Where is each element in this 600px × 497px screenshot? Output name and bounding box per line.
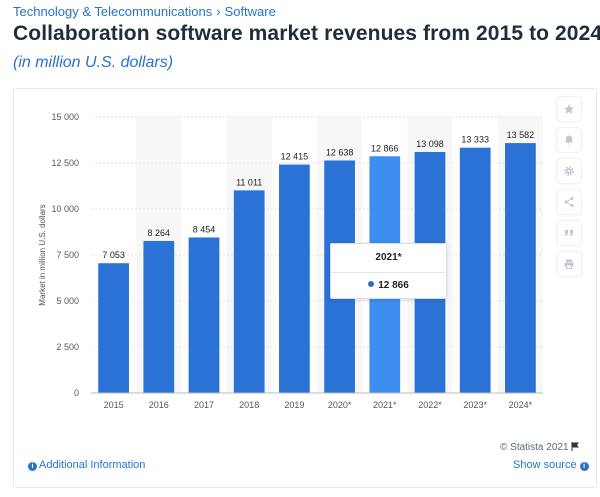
y-tick-label: 0 (74, 388, 79, 398)
data-label: 13 098 (416, 139, 444, 149)
y-tick-label: 5 000 (56, 296, 79, 306)
bar (188, 237, 220, 393)
data-label: 7 053 (102, 250, 125, 260)
y-tick-label: 10 000 (51, 204, 79, 214)
y-tick-label: 12 500 (51, 158, 79, 168)
x-tick-label: 2016 (149, 400, 169, 410)
data-label: 8 454 (193, 224, 216, 234)
bar-chart: 0 2 500 5 000 7 500 10 000 12 500 15 000 Market… (38, 112, 543, 410)
y-tick-label: 15 000 (51, 112, 79, 122)
notification-button[interactable] (557, 128, 581, 152)
y-tick-label: 2 500 (56, 342, 79, 352)
bar (505, 143, 536, 393)
flag-icon[interactable] (571, 442, 580, 451)
data-label: 13 333 (461, 135, 489, 145)
tooltip-row: 12 866 (331, 273, 446, 299)
data-label: 11 011 (236, 177, 262, 187)
x-tick-label: 2017 (194, 400, 214, 410)
bar (459, 147, 491, 393)
x-tick-label: 2019 (284, 400, 304, 410)
bar (233, 190, 265, 393)
data-label: 8 264 (148, 228, 171, 238)
copyright-text: © Statista 2021 (500, 442, 569, 453)
share-button[interactable] (557, 190, 581, 214)
data-label: 12 638 (326, 147, 354, 157)
quote-icon (565, 230, 573, 236)
y-axis-label: Market in million U.S. dollars (38, 204, 47, 305)
star-icon (564, 104, 574, 114)
share-icon (564, 197, 574, 207)
bar (279, 164, 310, 393)
settings-button[interactable] (557, 159, 581, 183)
x-tick-label: 2020* (328, 400, 352, 410)
breadcrumb-category-link[interactable]: Technology & Telecommunications (13, 4, 213, 19)
gear-icon (564, 166, 574, 176)
info-icon: i (28, 462, 37, 471)
page-subtitle: (in million U.S. dollars) (13, 54, 174, 71)
breadcrumb: Technology & Telecommunications › Software (13, 4, 276, 19)
additional-info-link[interactable]: i Additional Information (28, 459, 145, 471)
bar (143, 240, 175, 393)
info-icon: i (579, 462, 589, 471)
show-source-label: Show source (513, 459, 577, 471)
y-tick-label: 7 500 (56, 250, 79, 260)
show-source-link[interactable]: Show source i (513, 459, 591, 471)
page-title: Collaboration software market revenues f… (13, 22, 600, 45)
print-button[interactable] (557, 252, 581, 276)
x-tick-label: 2022* (418, 400, 442, 410)
breadcrumb-separator: › (216, 4, 221, 19)
x-tick-label: 2018 (239, 400, 259, 410)
bar (98, 263, 129, 393)
tooltip-series-dot (368, 281, 375, 287)
data-label: 12 415 (281, 152, 309, 162)
additional-info-label: Additional Information (39, 459, 146, 471)
breadcrumb-subcategory-link[interactable]: Software (224, 4, 276, 19)
x-tick-label: 2021* (373, 400, 397, 410)
copyright-notice: © Statista 2021 (500, 442, 580, 453)
chart-tooltip: 2021* 12 866 (330, 243, 447, 299)
tooltip-value: 12 866 (378, 280, 409, 291)
data-label: 12 866 (371, 143, 399, 153)
x-tick-label: 2015 (104, 400, 124, 410)
x-tick-label: 2023* (463, 400, 487, 410)
cite-button[interactable] (557, 221, 581, 245)
bell-icon (565, 135, 573, 145)
x-tick-label: 2024* (509, 400, 533, 410)
tooltip-header: 2021* (331, 244, 446, 273)
print-icon (564, 259, 574, 269)
data-label: 13 582 (507, 130, 535, 140)
favorite-button[interactable] (557, 97, 581, 121)
